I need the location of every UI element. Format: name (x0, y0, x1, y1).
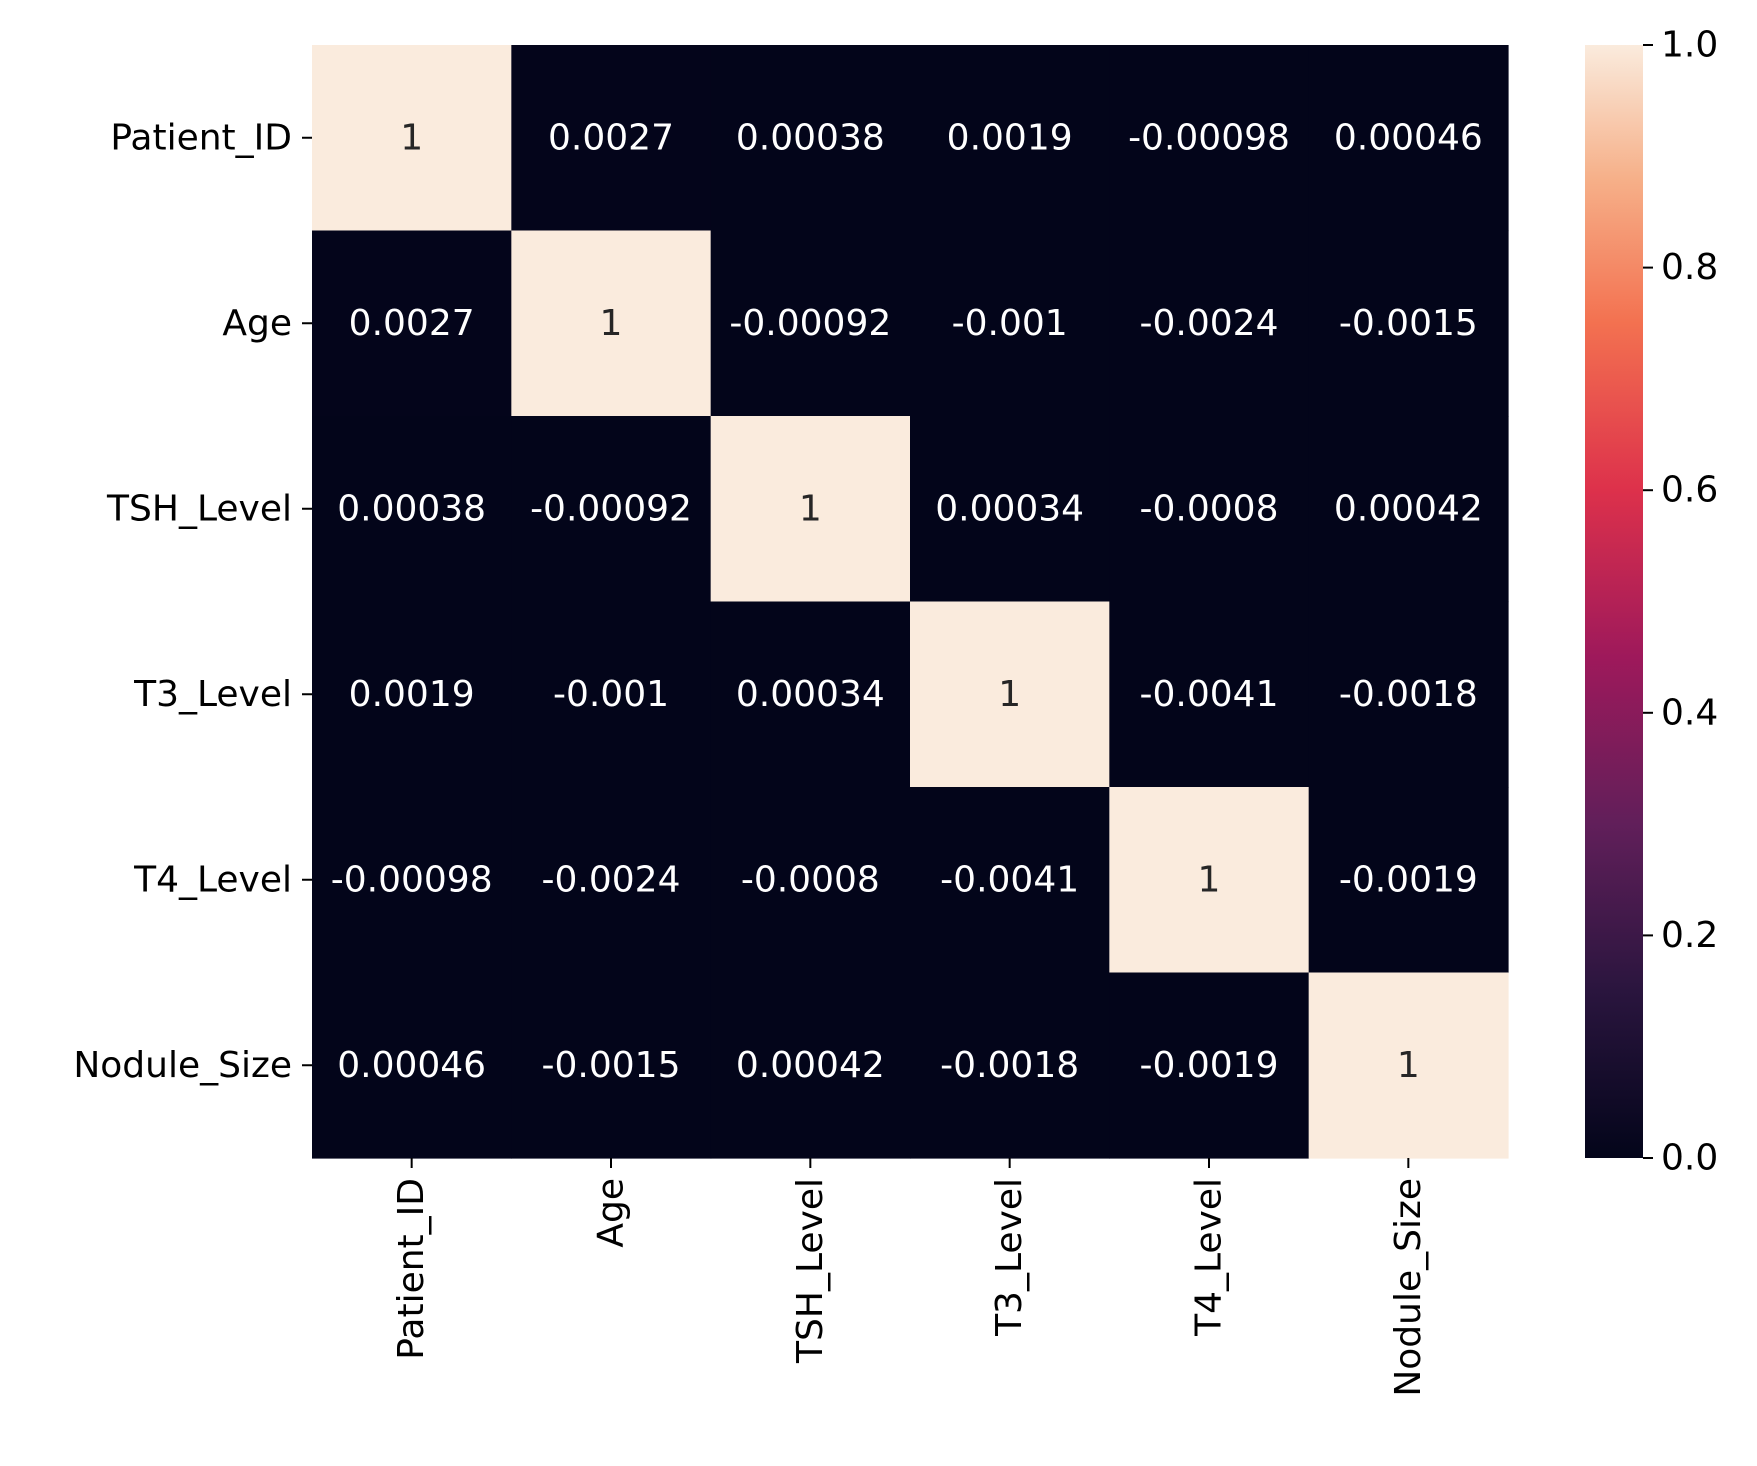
cell-annotation: -0.0041 (940, 859, 1079, 900)
heatmap-cell (1308, 416, 1509, 603)
x-tick-label: T4_Level (1189, 1178, 1230, 1337)
heatmap-cell (710, 416, 911, 603)
heatmap-cells (312, 45, 1509, 1159)
heatmap-cell (1308, 787, 1509, 974)
cell-annotation: 0.00034 (736, 674, 885, 715)
cell-annotation: 0.00046 (337, 1045, 486, 1086)
cell-annotation: -0.0018 (940, 1045, 1079, 1086)
cell-annotation: 1 (400, 117, 423, 158)
cell-annotation: 1 (1198, 859, 1221, 900)
heatmap-cell (910, 45, 1110, 232)
heatmap-cell (1308, 45, 1509, 232)
cell-annotation: 1 (600, 303, 623, 344)
heatmap-cell (1308, 230, 1509, 417)
cell-annotation: -0.0008 (741, 859, 880, 900)
cell-annotation: -0.001 (553, 674, 669, 715)
x-axis-ticks: Patient_ID Age TSH_Level T3_Level T4_Level No… (391, 1158, 1429, 1397)
cell-annotation: -0.0008 (1140, 488, 1279, 529)
colorbar-ticks: 0.0 0.2 0.4 0.6 0.8 1.0 (1643, 25, 1718, 1179)
heatmap-cell (511, 972, 712, 1159)
heatmap-cell (312, 45, 512, 232)
heatmap-cell (710, 230, 911, 417)
cell-annotation: 0.0027 (349, 303, 475, 344)
heatmap-cell (910, 230, 1110, 417)
colorbar-tick-label: 0.2 (1661, 915, 1718, 956)
cell-annotation: -0.00098 (331, 859, 493, 900)
heatmap-cell (312, 416, 512, 603)
heatmap-cell (710, 601, 911, 788)
cell-annotation: 0.00042 (1334, 488, 1483, 529)
heatmap-cell (1109, 972, 1310, 1159)
x-tick-label: T3_Level (989, 1178, 1030, 1337)
y-tick-label: Patient_ID (110, 117, 292, 158)
colorbar-tick-label: 1.0 (1661, 25, 1718, 66)
heatmap-cell (1109, 230, 1310, 417)
cell-annotation: -0.0015 (1339, 303, 1478, 344)
colorbar: 0.0 0.2 0.4 0.6 0.8 1.0 (1585, 25, 1718, 1179)
cell-annotation: 0.00046 (1334, 117, 1483, 158)
heatmap-cell (910, 416, 1110, 603)
heatmap-cell (910, 972, 1110, 1159)
heatmap-cell (511, 416, 712, 603)
heatmap-cell (710, 45, 911, 232)
x-tick-label: TSH_Level (790, 1178, 831, 1364)
cell-annotation: 0.0019 (349, 674, 475, 715)
cell-annotation: 0.00038 (337, 488, 486, 529)
heatmap-cell (910, 601, 1110, 788)
cell-annotation: -0.0019 (1339, 859, 1478, 900)
y-tick-label: T3_Level (133, 674, 292, 715)
y-axis-ticks: Patient_ID Age TSH_Level T3_Level T4_Level No… (73, 117, 312, 1086)
cell-annotation: 0.00034 (935, 488, 1084, 529)
cell-annotation: 0.00038 (736, 117, 885, 158)
heatmap-cell (511, 787, 712, 974)
heatmap-cell (511, 45, 712, 232)
cell-annotation: -0.001 (952, 303, 1068, 344)
cell-annotation: 0.0027 (548, 117, 674, 158)
heatmap-cell (1109, 45, 1310, 232)
cell-annotation: -0.0018 (1339, 674, 1478, 715)
colorbar-tick-label: 0.6 (1661, 470, 1718, 511)
x-tick-label: Age (591, 1178, 632, 1248)
cell-annotation: -0.0041 (1140, 674, 1279, 715)
heatmap-cell (710, 972, 911, 1159)
heatmap-cell (312, 230, 512, 417)
colorbar-tick-label: 0.0 (1661, 1138, 1718, 1179)
cell-annotation: -0.00098 (1128, 117, 1290, 158)
heatmap-cell (1308, 601, 1509, 788)
heatmap-cell (312, 787, 512, 974)
cell-annotation: 1 (799, 488, 822, 529)
cell-annotation: 1 (1397, 1045, 1420, 1086)
y-tick-label: Age (222, 303, 292, 344)
y-tick-label: T4_Level (133, 859, 292, 900)
heatmap-cell (1109, 601, 1310, 788)
x-tick-label: Patient_ID (391, 1178, 432, 1360)
heatmap-cell (312, 601, 512, 788)
heatmap-cell (1109, 787, 1310, 974)
y-tick-label: Nodule_Size (73, 1045, 292, 1086)
heatmap-annotations: 1 0.0027 0.00038 0.0019 -0.00098 0.00046 0.002… (331, 117, 1483, 1086)
colorbar-tick-label: 0.4 (1661, 692, 1718, 733)
cell-annotation: 1 (998, 674, 1021, 715)
cell-annotation: -0.0024 (1140, 303, 1279, 344)
cell-annotation: 0.00042 (736, 1045, 885, 1086)
heatmap-cell (511, 601, 712, 788)
heatmap-cell (1109, 416, 1310, 603)
colorbar-rect (1585, 45, 1643, 1158)
cell-annotation: -0.00092 (530, 488, 692, 529)
heatmap-cell (910, 787, 1110, 974)
heatmap-cell (511, 230, 712, 417)
heatmap-cell (312, 972, 512, 1159)
heatmap-cell (710, 787, 911, 974)
y-tick-label: TSH_Level (106, 488, 292, 529)
colorbar-tick-label: 0.8 (1661, 247, 1718, 288)
x-tick-label: Nodule_Size (1388, 1178, 1429, 1397)
cell-annotation: -0.0024 (542, 859, 681, 900)
heatmap-cell (1308, 972, 1509, 1159)
cell-annotation: -0.0015 (542, 1045, 681, 1086)
cell-annotation: -0.00092 (729, 303, 891, 344)
cell-annotation: -0.0019 (1140, 1045, 1279, 1086)
cell-annotation: 0.0019 (947, 117, 1073, 158)
